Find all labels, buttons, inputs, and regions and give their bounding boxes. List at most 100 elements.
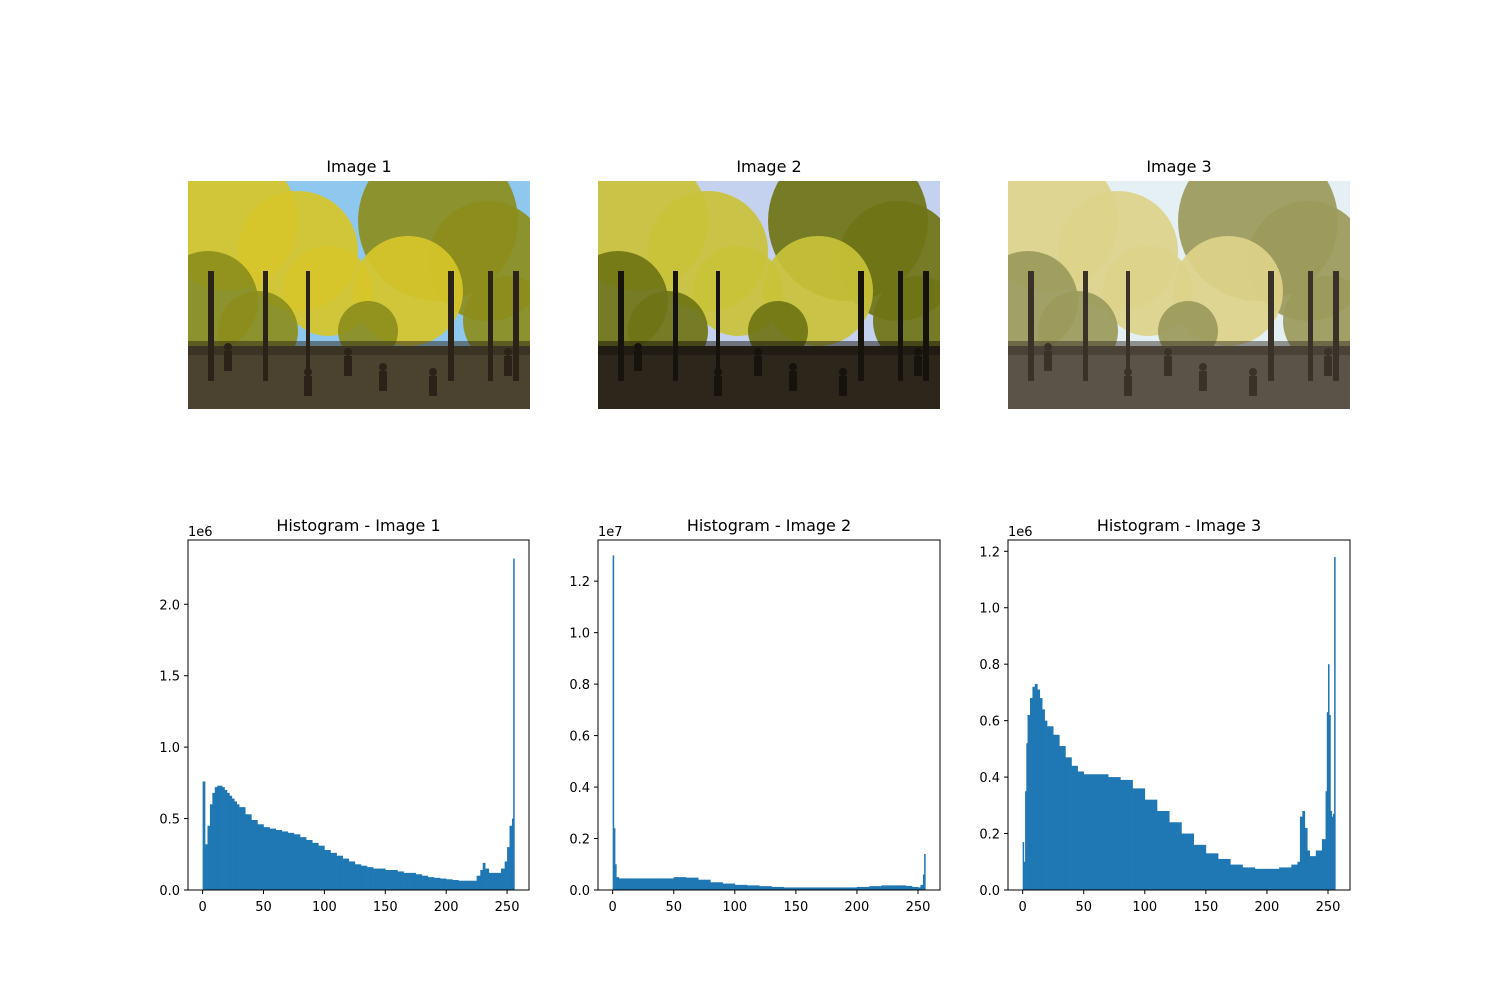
histogram-bar	[342, 858, 350, 890]
histogram-bar	[698, 879, 711, 890]
y-tick-label: 1.2	[979, 545, 1000, 560]
y-tick-label: 1.0	[569, 627, 590, 642]
x-tick-label: 200	[845, 900, 870, 915]
histogram-bar	[1029, 698, 1033, 890]
y-tick-label: 0.6	[569, 730, 590, 745]
histogram-bar	[1279, 867, 1292, 890]
histogram-bar	[214, 787, 218, 890]
histogram-bar	[440, 878, 447, 890]
histogram-bar	[1328, 664, 1330, 890]
y-tick-label: 2.0	[159, 598, 180, 613]
histogram-bar	[251, 820, 258, 890]
histogram-bar	[1039, 698, 1043, 890]
histogram-bar	[1331, 816, 1334, 890]
histogram-bar	[1071, 765, 1078, 890]
histogram-bar	[685, 877, 699, 890]
histogram-bar	[330, 852, 337, 890]
histogram-bar	[1144, 799, 1158, 890]
histogram-bar	[480, 870, 484, 890]
x-tick-label: 50	[665, 900, 682, 915]
histogram-bar	[513, 558, 515, 890]
x-tick-label: 0	[198, 900, 206, 915]
histogram-bar	[367, 867, 374, 890]
histogram-bar	[1026, 743, 1028, 890]
histogram-bar	[476, 875, 481, 890]
park-photo-1	[188, 181, 530, 409]
histogram-bar	[209, 804, 213, 890]
histogram-bar	[391, 870, 398, 890]
histogram-bar	[1065, 757, 1072, 890]
histogram-bar	[494, 872, 502, 890]
histogram-bar	[618, 878, 626, 890]
histogram-bar	[1205, 853, 1219, 890]
histogram-bar	[511, 818, 514, 890]
histogram-bar	[615, 864, 617, 890]
histogram-bar	[482, 862, 486, 890]
histogram-bar	[649, 878, 662, 890]
histogram-bar	[1169, 822, 1182, 890]
histogram-bar	[1254, 868, 1268, 890]
histogram-bar	[403, 872, 410, 890]
histogram-bar	[1022, 842, 1025, 890]
histogram-bar	[1044, 720, 1048, 890]
histogram-bar	[360, 865, 368, 890]
histogram-bar	[905, 885, 913, 890]
histogram-bar	[507, 847, 510, 890]
histogram-bar	[747, 885, 760, 890]
histogram-bar	[231, 798, 235, 890]
histogram-bar	[856, 886, 870, 890]
histogram-bar	[1330, 810, 1332, 890]
x-tick-label: 0	[1019, 900, 1027, 915]
histogram-bar	[616, 877, 620, 890]
y-tick-label: 0.2	[979, 828, 1000, 843]
histogram-bar	[385, 870, 392, 890]
histogram-bar	[673, 877, 687, 890]
histogram-title: Histogram - Image 2	[687, 516, 851, 535]
histogram-bar	[500, 868, 505, 890]
histogram-bar	[202, 781, 206, 890]
y-offset-label: 1e7	[598, 525, 623, 540]
histogram-bar	[1334, 556, 1336, 890]
histogram-bar	[1332, 813, 1335, 890]
histogram-bar	[869, 886, 882, 890]
histogram-bar	[1193, 844, 1207, 890]
histogram-bar	[239, 807, 246, 890]
x-tick-label: 150	[1193, 900, 1218, 915]
y-tick-label: 0.6	[979, 715, 1000, 730]
y-tick-label: 0.2	[569, 833, 590, 848]
histogram-bar	[624, 878, 638, 890]
histogram-bar	[212, 792, 216, 890]
photo-scene	[598, 181, 940, 409]
histogram-bar	[832, 887, 846, 890]
y-tick-label: 0.8	[569, 678, 590, 693]
histogram-bar	[275, 830, 283, 890]
histogram-bar	[1077, 771, 1085, 890]
histogram-bar	[922, 874, 925, 890]
histogram-title: Histogram - Image 1	[276, 516, 440, 535]
image-title-3: Image 3	[1146, 157, 1212, 176]
histogram-bar	[1059, 746, 1066, 890]
y-offset-label: 1e6	[188, 525, 213, 540]
histogram-bar	[245, 814, 252, 890]
histogram-bar	[1181, 833, 1194, 890]
y-tick-label: 0.0	[569, 884, 590, 899]
histogram-bar	[287, 832, 295, 890]
histogram-bar	[1297, 861, 1301, 890]
histogram-bar	[1034, 683, 1038, 890]
histogram-bar	[1329, 715, 1331, 890]
x-tick-label: 250	[1316, 900, 1341, 915]
plot-frame	[1007, 539, 1351, 891]
histogram-bar	[236, 804, 240, 890]
x-tick-label: 0	[609, 900, 617, 915]
histogram-bar	[1325, 791, 1328, 890]
histogram-bar	[1242, 867, 1256, 890]
histogram-bar	[409, 872, 417, 890]
y-offset-label: 1e6	[1008, 525, 1033, 540]
histogram-bar	[488, 872, 496, 890]
histogram-bar	[1326, 712, 1329, 890]
histogram-bar	[1032, 686, 1036, 890]
x-tick-label: 250	[495, 900, 520, 915]
histogram-bar	[1037, 689, 1041, 890]
histogram-bar	[1307, 850, 1310, 890]
y-tick-label: 1.0	[979, 602, 1000, 617]
